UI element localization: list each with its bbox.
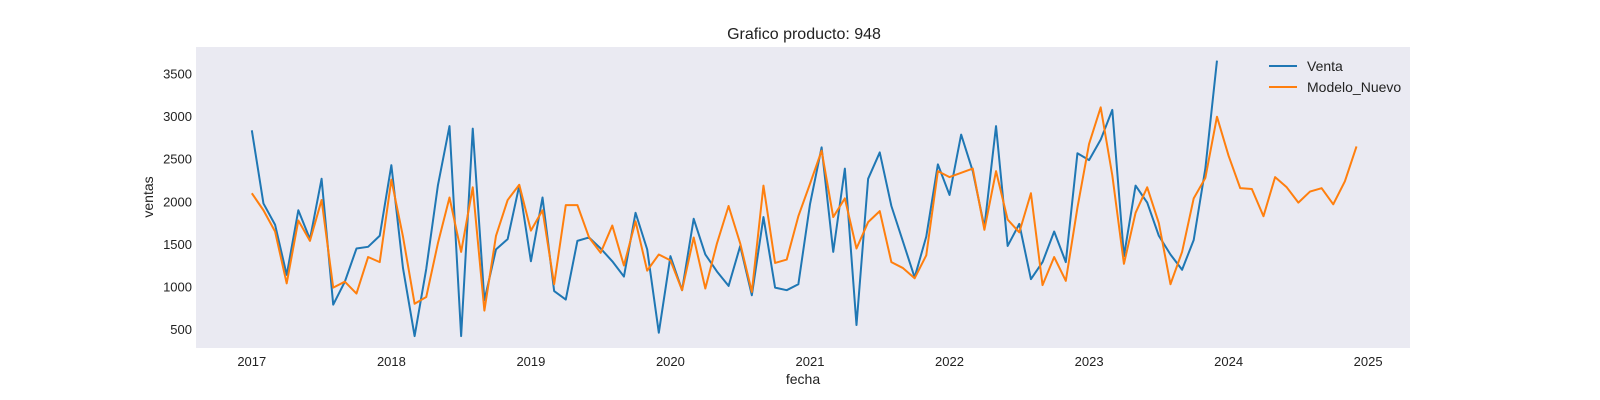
y-axis-label: ventas: [140, 176, 156, 217]
x-tick-label: 2019: [516, 354, 545, 369]
x-tick-label: 2024: [1214, 354, 1243, 369]
chart-title: Grafico producto: 948: [727, 26, 881, 43]
x-tick-label: 2020: [656, 354, 685, 369]
y-tick-label: 2500: [163, 152, 192, 167]
y-tick-label: 2000: [163, 194, 192, 209]
y-tick-label: 3000: [163, 109, 192, 124]
series-line-modelo-nuevo: [250, 106, 1358, 312]
x-tick-label: 2025: [1354, 354, 1383, 369]
x-tick-label: 2023: [1075, 354, 1104, 369]
legend-label-modelo-nuevo: Modelo_Nuevo: [1307, 79, 1401, 95]
x-tick-label: 2017: [237, 354, 266, 369]
x-axis-ticks: 2017 2018 2019 2020 2021 2022 2023 2024 2025: [237, 354, 1382, 369]
y-tick-label: 500: [170, 322, 192, 337]
x-tick-label: 2022: [935, 354, 964, 369]
x-tick-label: 2018: [377, 354, 406, 369]
plot-area: [196, 47, 1410, 348]
y-tick-label: 1500: [163, 237, 192, 252]
series-line-venta: [250, 60, 1218, 338]
y-tick-label: 3500: [163, 67, 192, 82]
y-tick-label: 1000: [163, 279, 192, 294]
x-axis-label: fecha: [786, 371, 820, 387]
series-layer: [250, 60, 1358, 338]
y-axis-ticks: 500 1000 1500 2000 2500 3000 3500: [163, 67, 192, 337]
x-tick-label: 2021: [796, 354, 825, 369]
legend-label-venta: Venta: [1307, 58, 1343, 74]
legend: Venta Modelo_Nuevo: [1269, 58, 1401, 95]
